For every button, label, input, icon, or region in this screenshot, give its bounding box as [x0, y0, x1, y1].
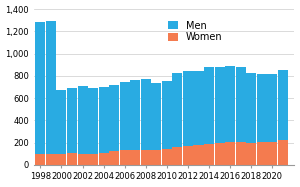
Bar	[35, 154, 45, 165]
Bar	[267, 74, 277, 142]
Bar	[130, 80, 140, 150]
Bar	[67, 153, 77, 165]
Bar	[77, 154, 88, 165]
Bar	[56, 154, 67, 165]
Bar	[225, 66, 235, 142]
Bar	[278, 70, 288, 140]
Bar	[236, 68, 246, 142]
Bar	[236, 142, 246, 165]
Bar	[130, 150, 140, 165]
Bar	[88, 88, 98, 154]
Bar	[67, 88, 77, 153]
Bar	[162, 149, 172, 165]
Bar	[257, 73, 267, 142]
Bar	[35, 22, 45, 154]
Bar	[99, 153, 109, 165]
Bar	[77, 86, 88, 154]
Legend: Men, Women: Men, Women	[167, 19, 224, 44]
Bar	[214, 143, 225, 165]
Bar	[141, 79, 151, 150]
Bar	[257, 142, 267, 165]
Bar	[46, 154, 56, 165]
Bar	[151, 150, 161, 165]
Bar	[267, 142, 277, 165]
Bar	[120, 82, 130, 150]
Bar	[204, 144, 214, 165]
Bar	[194, 145, 203, 165]
Bar	[109, 85, 119, 151]
Bar	[183, 146, 193, 165]
Bar	[120, 150, 130, 165]
Bar	[88, 154, 98, 165]
Bar	[172, 73, 182, 147]
Bar	[194, 71, 203, 145]
Bar	[214, 67, 225, 143]
Bar	[225, 142, 235, 165]
Bar	[162, 81, 172, 149]
Bar	[172, 147, 182, 165]
Bar	[151, 83, 161, 150]
Bar	[183, 71, 193, 146]
Bar	[109, 151, 119, 165]
Bar	[246, 142, 256, 165]
Bar	[278, 140, 288, 165]
Bar	[204, 68, 214, 144]
Bar	[46, 21, 56, 154]
Bar	[246, 73, 256, 142]
Bar	[141, 150, 151, 165]
Bar	[56, 90, 67, 154]
Bar	[99, 88, 109, 153]
